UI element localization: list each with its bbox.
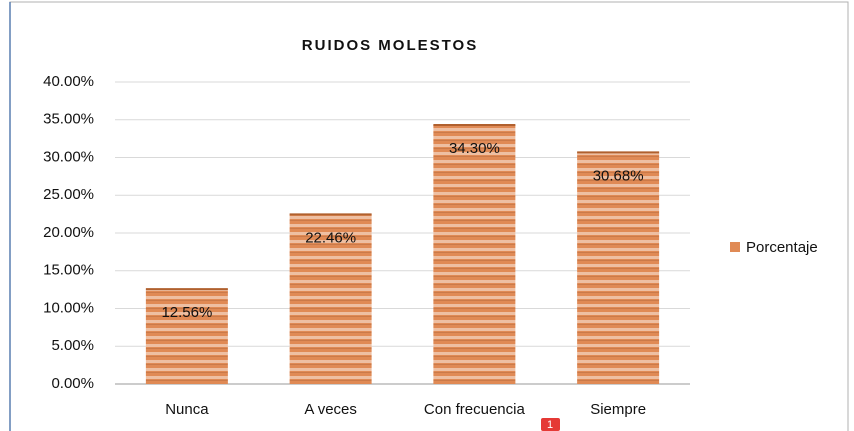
x-tick-label: Nunca [165, 401, 209, 418]
data-label: 30.68% [593, 167, 644, 184]
data-label: 22.46% [305, 229, 356, 246]
y-tick-label: 35.00% [43, 111, 94, 128]
badge [541, 418, 560, 431]
y-tick-label: 15.00% [43, 262, 94, 279]
y-tick-label: 20.00% [43, 224, 94, 241]
bar [145, 289, 228, 384]
chart-frame [9, 1, 849, 431]
y-tick-label: 0.00% [51, 375, 94, 392]
bar [577, 152, 660, 384]
x-tick-label: Con frecuencia [424, 401, 526, 418]
y-tick-label: 5.00% [51, 337, 94, 354]
data-label: 34.30% [449, 140, 500, 157]
legend-label: Porcentaje [746, 239, 818, 256]
x-tick-label: Siempre [590, 401, 646, 418]
data-label: 12.56% [161, 304, 212, 321]
badge-label: 1 [547, 419, 553, 431]
bar [289, 214, 372, 384]
legend-swatch [730, 242, 740, 252]
bar [433, 125, 516, 384]
y-tick-label: 25.00% [43, 186, 94, 203]
y-tick-label: 30.00% [43, 148, 94, 165]
y-tick-label: 10.00% [43, 299, 94, 316]
chart-title: RUIDOS MOLESTOS [302, 37, 478, 54]
x-tick-label: A veces [304, 401, 357, 418]
y-tick-label: 40.00% [43, 73, 94, 90]
